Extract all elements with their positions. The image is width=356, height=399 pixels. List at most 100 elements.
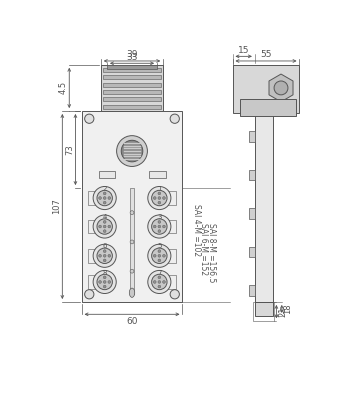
Bar bbox=[88, 191, 99, 205]
Circle shape bbox=[152, 219, 167, 234]
Circle shape bbox=[117, 136, 147, 166]
Text: 6: 6 bbox=[103, 243, 107, 249]
Bar bbox=[249, 131, 255, 142]
Bar bbox=[249, 170, 255, 180]
Bar bbox=[255, 302, 273, 316]
Circle shape bbox=[148, 244, 171, 267]
Circle shape bbox=[152, 274, 167, 290]
Bar bbox=[232, 65, 299, 113]
Circle shape bbox=[103, 259, 106, 262]
Circle shape bbox=[148, 186, 171, 209]
Circle shape bbox=[130, 211, 134, 215]
Circle shape bbox=[103, 255, 106, 257]
Circle shape bbox=[153, 255, 156, 257]
Circle shape bbox=[97, 219, 112, 234]
Bar bbox=[82, 111, 182, 302]
Circle shape bbox=[93, 215, 116, 238]
Circle shape bbox=[97, 190, 112, 206]
Text: 1: 1 bbox=[157, 186, 162, 192]
Bar bbox=[166, 219, 176, 233]
Text: 15: 15 bbox=[238, 46, 250, 55]
Circle shape bbox=[158, 259, 161, 262]
Bar bbox=[103, 90, 161, 94]
Bar bbox=[255, 113, 273, 302]
Circle shape bbox=[108, 280, 111, 283]
Circle shape bbox=[103, 280, 106, 283]
Circle shape bbox=[158, 285, 161, 288]
Circle shape bbox=[158, 280, 161, 283]
Bar bbox=[103, 68, 161, 72]
Circle shape bbox=[148, 215, 171, 238]
Text: 7: 7 bbox=[157, 270, 162, 276]
Circle shape bbox=[163, 280, 165, 283]
Bar bbox=[103, 105, 161, 109]
Circle shape bbox=[170, 114, 179, 123]
Circle shape bbox=[103, 197, 106, 200]
Circle shape bbox=[158, 192, 161, 195]
Bar bbox=[101, 65, 163, 111]
Circle shape bbox=[85, 290, 94, 299]
Text: 21: 21 bbox=[278, 306, 287, 317]
Circle shape bbox=[152, 190, 167, 206]
Circle shape bbox=[97, 248, 112, 263]
Circle shape bbox=[153, 197, 156, 200]
Text: 39: 39 bbox=[126, 50, 138, 59]
Bar bbox=[166, 275, 176, 289]
Text: 73: 73 bbox=[65, 144, 74, 155]
Circle shape bbox=[158, 201, 161, 204]
Bar bbox=[166, 249, 176, 263]
Circle shape bbox=[108, 255, 111, 257]
Bar bbox=[249, 247, 255, 257]
Circle shape bbox=[99, 280, 101, 283]
Text: 2: 2 bbox=[103, 186, 107, 192]
Circle shape bbox=[103, 285, 106, 288]
Circle shape bbox=[158, 250, 161, 253]
Bar bbox=[88, 219, 99, 233]
Circle shape bbox=[103, 276, 106, 279]
Circle shape bbox=[153, 280, 156, 283]
Text: 55: 55 bbox=[260, 50, 272, 59]
Text: 18: 18 bbox=[283, 304, 292, 314]
Circle shape bbox=[121, 140, 143, 162]
Bar bbox=[130, 188, 134, 294]
Polygon shape bbox=[269, 74, 293, 102]
Circle shape bbox=[93, 186, 116, 209]
Circle shape bbox=[103, 221, 106, 223]
Circle shape bbox=[158, 221, 161, 223]
Bar bbox=[253, 302, 274, 321]
Circle shape bbox=[163, 225, 165, 228]
Text: SAI 4-M =102: SAI 4-M =102 bbox=[192, 203, 201, 256]
Text: SAI 8-M =156.5: SAI 8-M =156.5 bbox=[207, 223, 216, 282]
Bar bbox=[166, 191, 176, 205]
Text: 4.5: 4.5 bbox=[59, 81, 68, 95]
Bar bbox=[103, 97, 161, 101]
Text: 107: 107 bbox=[52, 199, 61, 214]
Circle shape bbox=[158, 197, 161, 200]
Bar bbox=[249, 208, 255, 219]
Text: 60: 60 bbox=[126, 317, 138, 326]
Bar bbox=[103, 75, 161, 79]
Circle shape bbox=[152, 248, 167, 263]
Circle shape bbox=[158, 225, 161, 228]
Bar bbox=[148, 171, 166, 178]
Text: 3: 3 bbox=[157, 214, 162, 220]
Circle shape bbox=[158, 255, 161, 257]
Circle shape bbox=[130, 240, 134, 244]
Circle shape bbox=[103, 250, 106, 253]
Bar bbox=[249, 285, 255, 296]
Bar bbox=[88, 249, 99, 263]
Circle shape bbox=[103, 225, 106, 228]
Bar bbox=[240, 99, 295, 117]
Circle shape bbox=[103, 201, 106, 204]
Bar bbox=[88, 275, 99, 289]
Circle shape bbox=[103, 192, 106, 195]
Circle shape bbox=[99, 225, 101, 228]
Circle shape bbox=[158, 276, 161, 279]
Circle shape bbox=[85, 114, 94, 123]
Bar bbox=[99, 171, 115, 178]
Circle shape bbox=[130, 269, 134, 273]
Text: SAI 6-M =152: SAI 6-M =152 bbox=[199, 223, 208, 275]
Circle shape bbox=[108, 225, 111, 228]
Circle shape bbox=[99, 197, 101, 200]
Circle shape bbox=[158, 230, 161, 233]
